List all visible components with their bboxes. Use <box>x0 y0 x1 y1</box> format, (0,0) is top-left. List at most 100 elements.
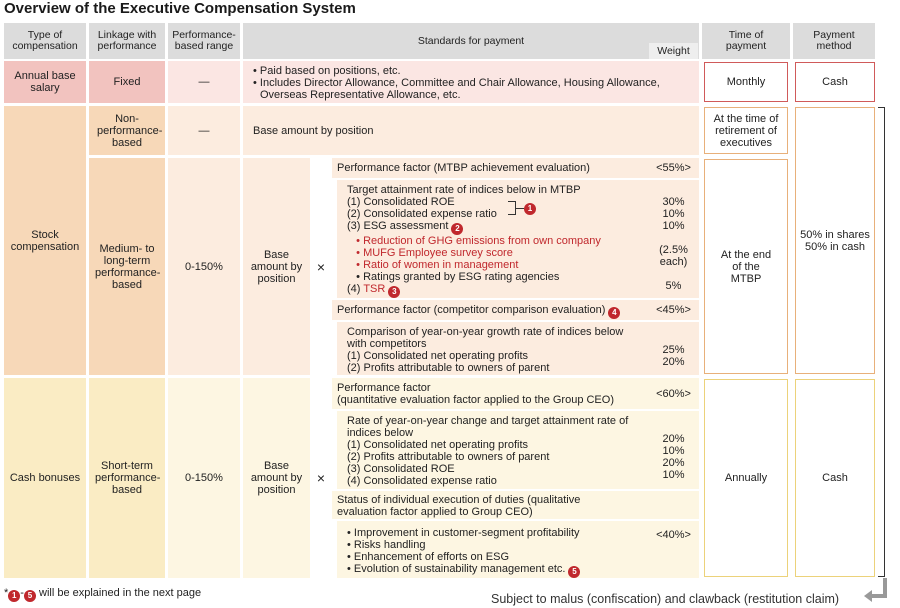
cash-f1-item3: (3) Consolidated ROE <box>347 463 455 475</box>
header-standards: Standards for payment <box>243 23 699 59</box>
cash-f1-text2: indices below <box>347 427 414 439</box>
cash-f2-bullet-2: • Risks handling <box>347 539 426 551</box>
cash-f1-item1: (1) Consolidated net operating profits <box>347 439 528 451</box>
stock-factor2-label: Performance factor (competitor compariso… <box>337 304 621 319</box>
stock-nonperf-standard: Base amount by position <box>243 106 699 155</box>
stock-times-sign: × <box>310 158 332 375</box>
stock-f1-intro: Target attainment rate of indices below … <box>347 184 581 196</box>
cash-factor2-body <box>337 521 699 578</box>
cash-factor1-weight: <60%> <box>656 388 691 400</box>
cash-times-sign: × <box>310 378 332 578</box>
cash-f1-w2: 10% <box>662 445 685 457</box>
cash-f1-w3: 20% <box>662 457 685 469</box>
stock-mt-base: Base amount by position <box>243 158 310 375</box>
footnote-marker-1: 1 <box>8 590 21 602</box>
stock-f1-w2: 10% <box>662 208 685 220</box>
stock-f1-esg1: • Reduction of GHG emissions from own co… <box>347 235 601 247</box>
cash-f1-w1: 20% <box>662 433 685 445</box>
cash-method: Cash <box>795 379 875 577</box>
marker-5: 5 <box>568 566 581 578</box>
cash-factor2-weight: <40%> <box>656 529 691 541</box>
cash-f1-w4: 10% <box>662 469 685 481</box>
annual-bullet-2: • Includes Director Allowance, Committee… <box>253 77 660 89</box>
header-time: Time of payment <box>702 23 790 59</box>
stock-f2-text1: Comparison of year-on-year growth rate o… <box>347 326 624 338</box>
stock-method: 50% in shares 50% in cash <box>795 107 875 374</box>
annual-type: Annual base salary <box>4 61 86 103</box>
marker-2: 2 <box>451 223 464 235</box>
cash-factor2-details: • Improvement in customer-segment profit… <box>347 527 647 578</box>
cash-linkage: Short-term performance-based <box>89 378 165 578</box>
header-type: Type of compensation <box>4 23 86 59</box>
stock-f1-esg3: • Ratio of women in management <box>347 259 519 271</box>
cash-factor1-details: Rate of year-on-year change and target a… <box>347 415 647 487</box>
marker-3: 3 <box>388 286 401 298</box>
stock-f1-item1: (1) Consolidated ROE <box>347 196 455 208</box>
stock-f1-w-each1: (2.5% <box>659 244 688 256</box>
cash-f2-bullet-1: • Improvement in customer-segment profit… <box>347 527 580 539</box>
cash-range: 0-150% <box>168 378 240 578</box>
stock-f1-weights: 30% 10% 10% (2.5% each) 5% <box>649 196 698 292</box>
header-weight: Weight <box>649 43 698 59</box>
stock-f2-text2: with competitors <box>347 338 427 350</box>
cash-f1-item4: (4) Consolidated expense ratio <box>347 475 497 487</box>
header-method: Payment method <box>793 23 875 59</box>
stock-factor1-body <box>337 180 699 298</box>
malus-note: Subject to malus (confiscation) and claw… <box>491 592 840 606</box>
cash-factor2-header <box>332 491 699 519</box>
stock-f1-item2: (2) Consolidated expense ratio <box>347 208 497 220</box>
cash-factor2-label: Status of individual execution of duties… <box>337 494 581 518</box>
malus-arrow-icon <box>864 578 887 602</box>
cash-time: Annually <box>704 379 788 577</box>
cash-base: Base amount by position <box>243 378 310 578</box>
stock-f1-w1: 30% <box>662 196 685 208</box>
stock-nonperf-time: At the time of retirement of executives <box>704 107 788 154</box>
stock-f2-item2: (2) Profits attributable to owners of pa… <box>347 362 550 374</box>
stock-f1-esg2: • MUFG Employee survey score <box>347 247 513 259</box>
stock-f1-item3: (3) ESG assessment 2 <box>347 220 647 235</box>
cash-f1-item2: (2) Profits attributable to owners of pa… <box>347 451 550 463</box>
bracket-1-tick <box>516 208 524 209</box>
stock-factor2-header <box>332 300 699 320</box>
annual-standards: • Paid based on positions, etc. • Includ… <box>243 61 699 103</box>
stock-f2-weights: 25% 20% <box>649 344 698 368</box>
stock-factor2-details: Comparison of year-on-year growth rate o… <box>347 326 647 374</box>
page-title: Overview of the Executive Compensation S… <box>4 0 356 17</box>
stock-factor2-body <box>337 322 699 375</box>
annual-time: Monthly <box>704 62 788 102</box>
stock-f1-item4: (4) TSR 3 <box>347 283 647 298</box>
malus-bracket <box>878 107 885 577</box>
stock-type: Stock compensation <box>4 106 86 375</box>
annual-method: Cash <box>795 62 875 102</box>
cash-f2-bullet-3: • Enhancement of efforts on ESG <box>347 551 510 563</box>
stock-f2-item1: (1) Consolidated net operating profits <box>347 350 528 362</box>
annual-linkage: Fixed <box>89 61 165 103</box>
cash-type: Cash bonuses <box>4 378 86 578</box>
stock-f1-w3: 10% <box>662 220 685 232</box>
cash-f2-bullet-4: • Evolution of sustainability management… <box>347 563 647 578</box>
stock-factor1-label: Performance factor (MTBP achievement eva… <box>337 162 590 174</box>
annual-range: — <box>168 61 240 103</box>
header-range: Performance-based range <box>168 23 240 59</box>
cash-factor1-header <box>332 378 699 409</box>
cash-factor1-body <box>337 411 699 489</box>
cash-factor1-label: Performance factor (quantitative evaluat… <box>337 382 614 406</box>
stock-factor1-details: Target attainment rate of indices below … <box>347 184 647 298</box>
stock-f1-w-each2: each) <box>659 256 688 268</box>
cash-f1-weights: 20% 10% 20% 10% <box>649 433 698 481</box>
marker-4: 4 <box>608 307 621 319</box>
stock-f2-w1: 25% <box>662 344 685 356</box>
stock-factor1-header <box>332 158 699 178</box>
cash-f1-text1: Rate of year-on-year change and target a… <box>347 415 629 427</box>
stock-f1-w4: 5% <box>665 280 682 292</box>
footnote: * 1-5 will be explained in the next page <box>4 587 202 602</box>
stock-mt-range: 0-150% <box>168 158 240 375</box>
marker-1: 1 <box>524 203 536 215</box>
stock-nonperf-linkage: Non-performance-based <box>89 106 165 155</box>
stock-f1-esg4: • Ratings granted by ESG rating agencies <box>347 271 560 283</box>
annual-bullet-3: Overseas Representative Allowance, etc. <box>260 89 461 101</box>
stock-f2-w2: 20% <box>662 356 685 368</box>
annual-bullet-1: • Paid based on positions, etc. <box>253 65 401 77</box>
stock-factor1-weight: <55%> <box>656 162 691 174</box>
stock-nonperf-range: — <box>168 106 240 155</box>
